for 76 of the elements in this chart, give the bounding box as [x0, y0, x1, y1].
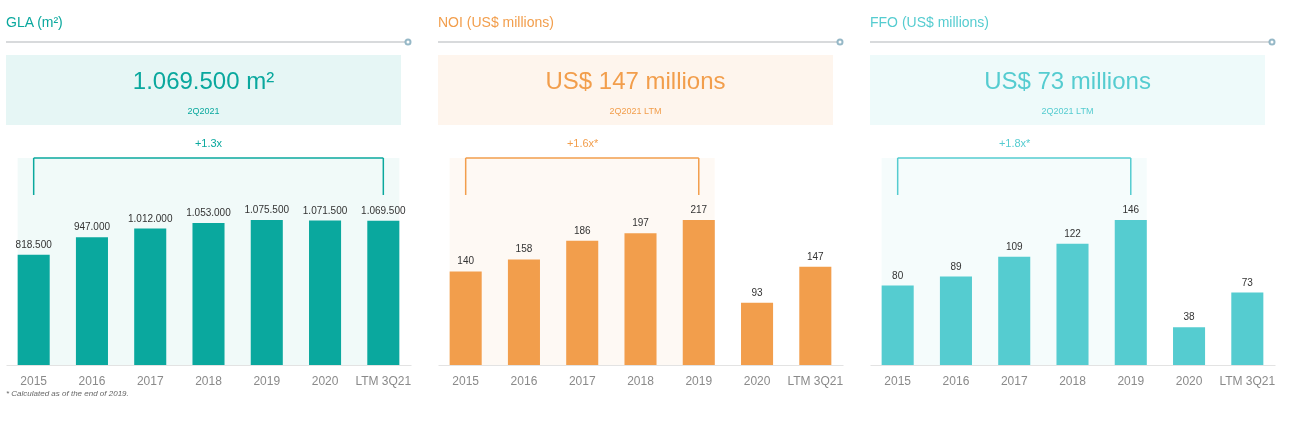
- x-tick-label: 2020: [311, 373, 339, 388]
- text: * Calculated as of the end of 2019.: [6, 389, 129, 398]
- chart-subtitle: 1.069.500 m²: [132, 67, 275, 94]
- data-label: 1.069.500: [361, 204, 406, 216]
- bar: [1056, 243, 1089, 365]
- data-label: 73: [1241, 276, 1254, 288]
- chart-title: FFO (US$ millions): [870, 14, 990, 30]
- bar: [367, 220, 400, 365]
- bar: [507, 259, 540, 365]
- bar: [741, 302, 774, 365]
- bar: [881, 285, 914, 365]
- data-label: 1.071.500: [302, 204, 348, 216]
- x-tick-label: 2017: [1000, 373, 1028, 388]
- bar: [998, 256, 1031, 365]
- band-label: +1.6x*: [566, 137, 600, 149]
- data-label: 818.500: [15, 238, 53, 250]
- bar: [1114, 220, 1147, 365]
- x-tick-label: 2020: [743, 373, 771, 388]
- bar: [134, 228, 167, 365]
- bar: [566, 240, 599, 365]
- bar: [624, 233, 657, 365]
- x-tick-label: 2020: [1175, 373, 1203, 388]
- x-tick-label: 2017: [568, 373, 596, 388]
- bar: [1173, 327, 1206, 365]
- text: 2Q2021 LTM: [609, 106, 662, 116]
- bar: [449, 271, 482, 365]
- data-label: 109: [1005, 240, 1024, 252]
- x-tick-label: 2018: [195, 373, 223, 388]
- data-label: 217: [690, 204, 708, 215]
- chart-subtitle: US$ 73 millions: [984, 67, 1151, 94]
- data-label: 140: [457, 255, 475, 267]
- data-label: 1.012.000: [127, 212, 173, 224]
- x-tick-label: 2016: [942, 373, 970, 388]
- x-tick-label: 2015: [884, 373, 912, 388]
- bar: [250, 220, 283, 365]
- data-label: 38: [1183, 311, 1196, 323]
- data-label: 197: [632, 217, 650, 229]
- data-label: 80: [892, 269, 904, 281]
- bar: [939, 276, 972, 365]
- bar: [309, 220, 342, 365]
- x-tick-label: 2015: [20, 373, 48, 388]
- band-label: +1.8x*: [998, 137, 1032, 149]
- x-tick-label: 2017: [136, 373, 164, 388]
- x-tick-label: LTM 3Q21: [787, 373, 844, 388]
- text: 2Q2021: [187, 106, 220, 116]
- chart-subtitle: US$ 147 millions: [545, 67, 726, 94]
- chart-title: GLA (m²): [6, 14, 63, 30]
- chart-title: NOI (US$ millions): [438, 14, 554, 30]
- bar: [75, 237, 108, 365]
- x-tick-label: 2019: [685, 373, 713, 388]
- bar: [682, 220, 715, 365]
- data-label: 122: [1064, 227, 1082, 239]
- data-label: 947.000: [73, 221, 111, 233]
- bar: [17, 254, 50, 365]
- text: 2Q2021 LTM: [1041, 106, 1094, 116]
- x-tick-label: 2019: [1117, 373, 1145, 388]
- x-tick-label: LTM 3Q21: [355, 373, 412, 388]
- bar: [799, 266, 832, 365]
- bar: [1231, 292, 1264, 365]
- data-label: 1.075.500: [244, 204, 290, 215]
- x-tick-label: 2019: [253, 373, 281, 388]
- x-tick-label: 2015: [452, 373, 480, 388]
- x-tick-label: 2018: [627, 373, 655, 388]
- data-label: 186: [573, 224, 592, 236]
- x-tick-label: 2018: [1059, 373, 1087, 388]
- data-label: 1.053.000: [186, 207, 232, 219]
- data-label: 147: [806, 250, 825, 262]
- bar: [192, 223, 225, 365]
- data-label: 93: [751, 286, 764, 298]
- data-label: 89: [950, 260, 962, 272]
- data-label: 158: [515, 243, 533, 255]
- x-tick-label: 2016: [78, 373, 106, 388]
- x-tick-label: LTM 3Q21: [1219, 373, 1276, 388]
- band-label: +1.3x: [194, 137, 223, 149]
- x-tick-label: 2016: [510, 373, 538, 388]
- data-label: 146: [1122, 204, 1140, 215]
